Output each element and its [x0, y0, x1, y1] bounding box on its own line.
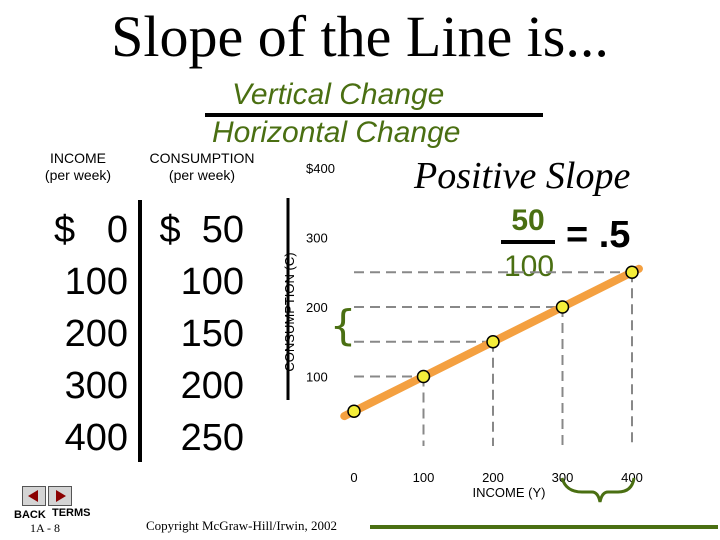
y-tick-label: 300: [306, 231, 328, 246]
x-tick-label: 400: [621, 470, 643, 485]
data-point: [347, 404, 361, 418]
x-axis-label: INCOME (Y): [473, 485, 546, 500]
y-tick-label: 100: [306, 370, 328, 385]
vertical-change-label: Vertical Change: [232, 78, 445, 111]
horizontal-change-label: Horizontal Change: [212, 116, 461, 149]
slope-fraction-bar: [501, 240, 555, 244]
slide-title: Slope of the Line is...: [111, 4, 609, 69]
positive-slope-heading: Positive Slope: [414, 155, 631, 197]
slope-numerator: 50: [511, 204, 545, 237]
income-cell: 100: [64, 261, 128, 303]
terms-link[interactable]: TERMS: [52, 507, 91, 519]
fraction-bar: [205, 113, 543, 117]
back-button[interactable]: [22, 486, 46, 506]
income-cell: $ 0: [54, 209, 128, 251]
consumption-column-header: CONSUMPTION (per week): [142, 150, 262, 184]
data-point: [486, 335, 500, 349]
data-point: [625, 265, 639, 279]
consumption-subheader-text: (per week): [168, 167, 236, 183]
consumption-column: $ 50 100 150 200 250: [150, 204, 244, 464]
x-tick-label: 100: [413, 470, 435, 485]
page-number: 1A - 8: [30, 521, 60, 535]
consumption-cell: 200: [180, 365, 244, 407]
x-tick-label: 300: [552, 470, 574, 485]
consumption-cell: 250: [180, 417, 244, 459]
consumption-cell: 100: [180, 261, 244, 303]
x-tick-label: 0: [350, 470, 357, 485]
back-arrow-icon: [28, 490, 38, 502]
table-divider: [138, 200, 142, 462]
income-column-header: INCOME (per week): [30, 150, 126, 184]
income-cell: 300: [64, 365, 128, 407]
x-tick-label: 200: [482, 470, 504, 485]
y-tick-label: $400: [306, 161, 335, 176]
income-header-text: INCOME: [50, 150, 106, 166]
forward-button[interactable]: [48, 486, 72, 506]
income-cell: 200: [64, 313, 128, 355]
consumption-cell: $ 50: [159, 209, 244, 251]
bottom-rule: [370, 525, 718, 529]
y-axis-label: CONSUMPTION (C): [282, 252, 297, 371]
y-tick-label: 200: [306, 300, 328, 315]
slope-denominator: 100: [503, 250, 555, 283]
back-link[interactable]: BACK: [14, 509, 46, 521]
run-brace: [560, 477, 636, 503]
income-column: $ 0 100 200 300 400: [36, 204, 128, 464]
consumption-header-text: CONSUMPTION: [149, 150, 255, 166]
slope-result: = .5: [566, 214, 631, 256]
y-tick-labels: 100 200 300 $400: [306, 161, 335, 385]
data-points: [347, 265, 639, 418]
rise-brace: {: [330, 301, 357, 350]
data-point: [555, 300, 570, 314]
x-tick-labels: 0 100 200 300 400: [350, 470, 642, 485]
copyright-text: Copyright McGraw-Hill/Irwin, 2002: [146, 518, 338, 533]
consumption-cell: 150: [180, 313, 244, 355]
data-point: [416, 369, 431, 384]
income-subheader-text: (per week): [44, 167, 112, 183]
dashed-guides: [354, 271, 633, 446]
income-cell: 400: [64, 417, 128, 459]
forward-arrow-icon: [56, 490, 66, 502]
